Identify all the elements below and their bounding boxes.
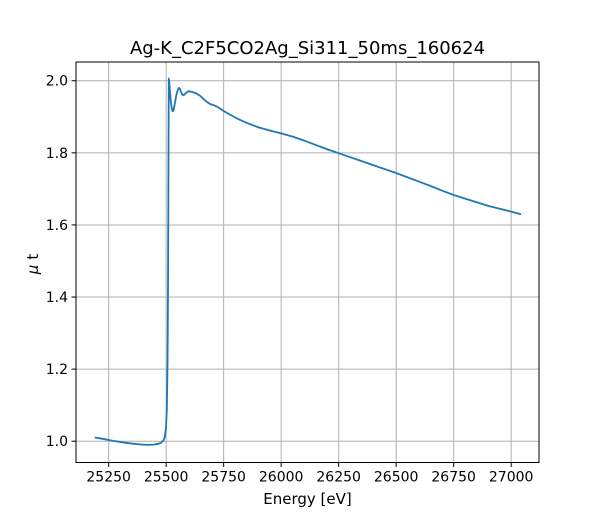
y-tick-label: 2.0 <box>46 74 68 90</box>
y-tick-label: 1.2 <box>46 362 68 378</box>
x-tick-label: 26750 <box>431 470 476 486</box>
x-tick-label: 27000 <box>489 470 534 486</box>
y-axis-label-t: t <box>24 253 42 260</box>
x-tick-label: 25500 <box>144 470 189 486</box>
y-tick-label: 1.4 <box>46 290 68 306</box>
x-tick-label: 26500 <box>374 470 419 486</box>
x-tick-label: 26000 <box>259 470 304 486</box>
y-tick-label: 1.6 <box>46 218 68 234</box>
x-axis-label: Energy [eV] <box>263 490 352 508</box>
mu-symbol: μ <box>24 264 42 275</box>
data-series-line <box>94 77 522 446</box>
x-tick-label: 26250 <box>316 470 361 486</box>
chart-title: Ag-K_C2F5CO2Ag_Si311_50ms_160624 <box>129 38 486 59</box>
x-tick-label: 25750 <box>201 470 246 486</box>
x-tick-label: 25250 <box>86 470 131 486</box>
y-tick-label: 1.0 <box>46 434 68 450</box>
axes-frame <box>75 61 540 463</box>
y-tick-label: 1.8 <box>46 146 68 162</box>
y-axis-label: μt <box>24 254 42 274</box>
